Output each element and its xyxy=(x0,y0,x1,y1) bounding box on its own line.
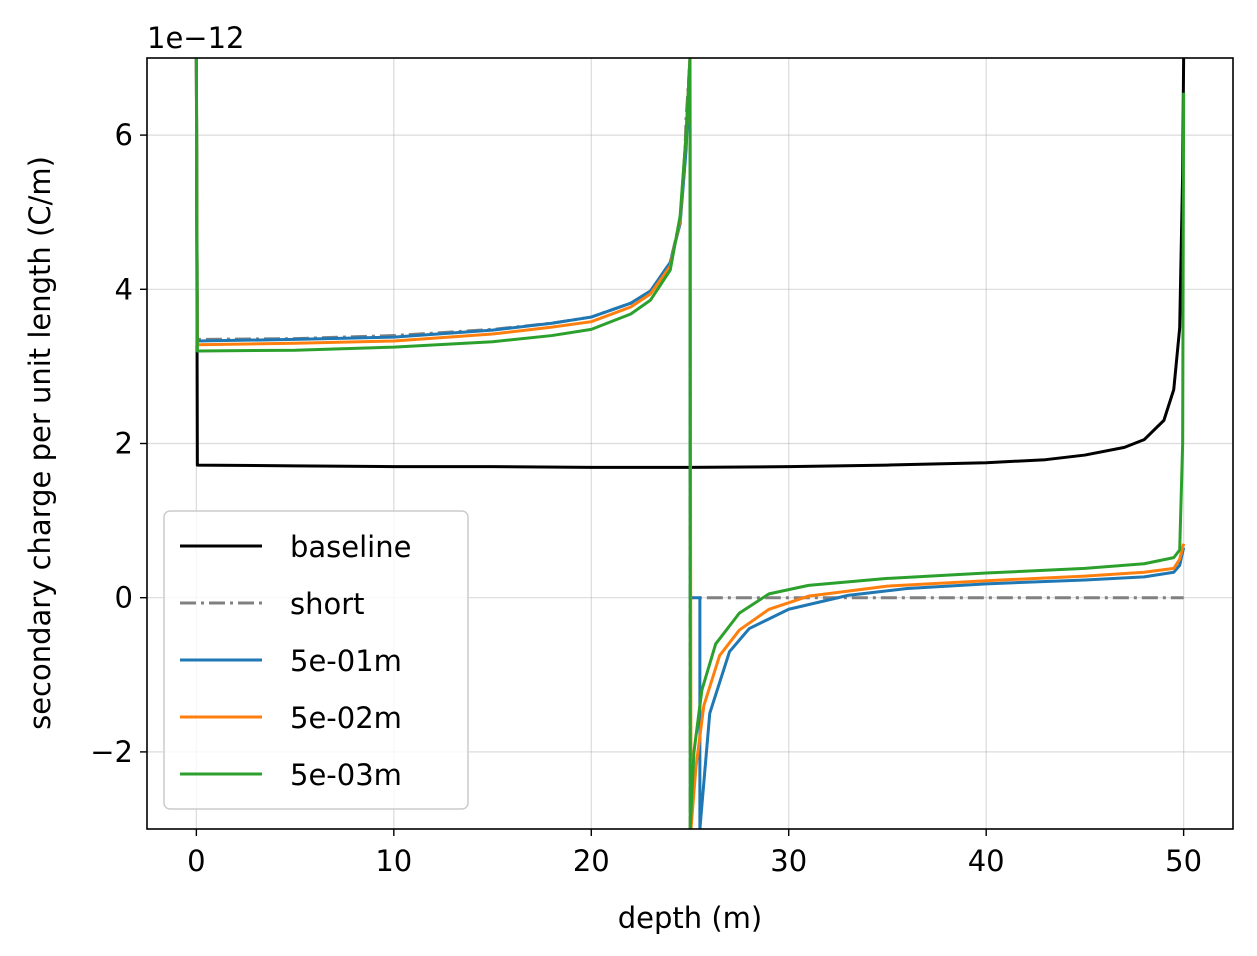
y-tick-label: 0 xyxy=(115,581,133,615)
legend: baseline short 5e-01m 5e-02m 5e-03m xyxy=(163,510,469,810)
y-axis-label: secondary charge per unit length (C/m) xyxy=(23,156,57,730)
series-line-5e-01m xyxy=(194,58,1186,829)
y-tick-label: 4 xyxy=(115,272,133,306)
legend-label: baseline xyxy=(290,530,411,564)
legend-label: short xyxy=(290,587,365,621)
legend-label: 5e-01m xyxy=(290,644,402,678)
y-tick-label: 2 xyxy=(115,427,133,461)
x-axis-label: depth (m) xyxy=(618,901,763,935)
x-tick-label: 40 xyxy=(968,844,1005,878)
offset-text: 1e−12 xyxy=(147,21,245,55)
series-line-5e-02m xyxy=(194,58,1186,829)
x-tick-label: 20 xyxy=(573,844,610,878)
x-tick-label: 50 xyxy=(1165,844,1202,878)
legend-box xyxy=(163,510,469,810)
series-group xyxy=(194,58,1186,829)
ticks: 0 10 20 30 40 50 −2 0 2 4 6 xyxy=(90,118,1202,878)
y-tick-label: −2 xyxy=(90,735,133,769)
legend-label: 5e-02m xyxy=(290,701,402,735)
x-tick-label: 30 xyxy=(770,844,807,878)
x-tick-label: 10 xyxy=(375,844,412,878)
series-line-5e-03m xyxy=(194,58,1186,829)
legend-label: 5e-03m xyxy=(290,758,402,792)
series-line-baseline xyxy=(194,58,1186,469)
y-tick-label: 6 xyxy=(115,118,133,152)
x-tick-label: 0 xyxy=(187,844,205,878)
